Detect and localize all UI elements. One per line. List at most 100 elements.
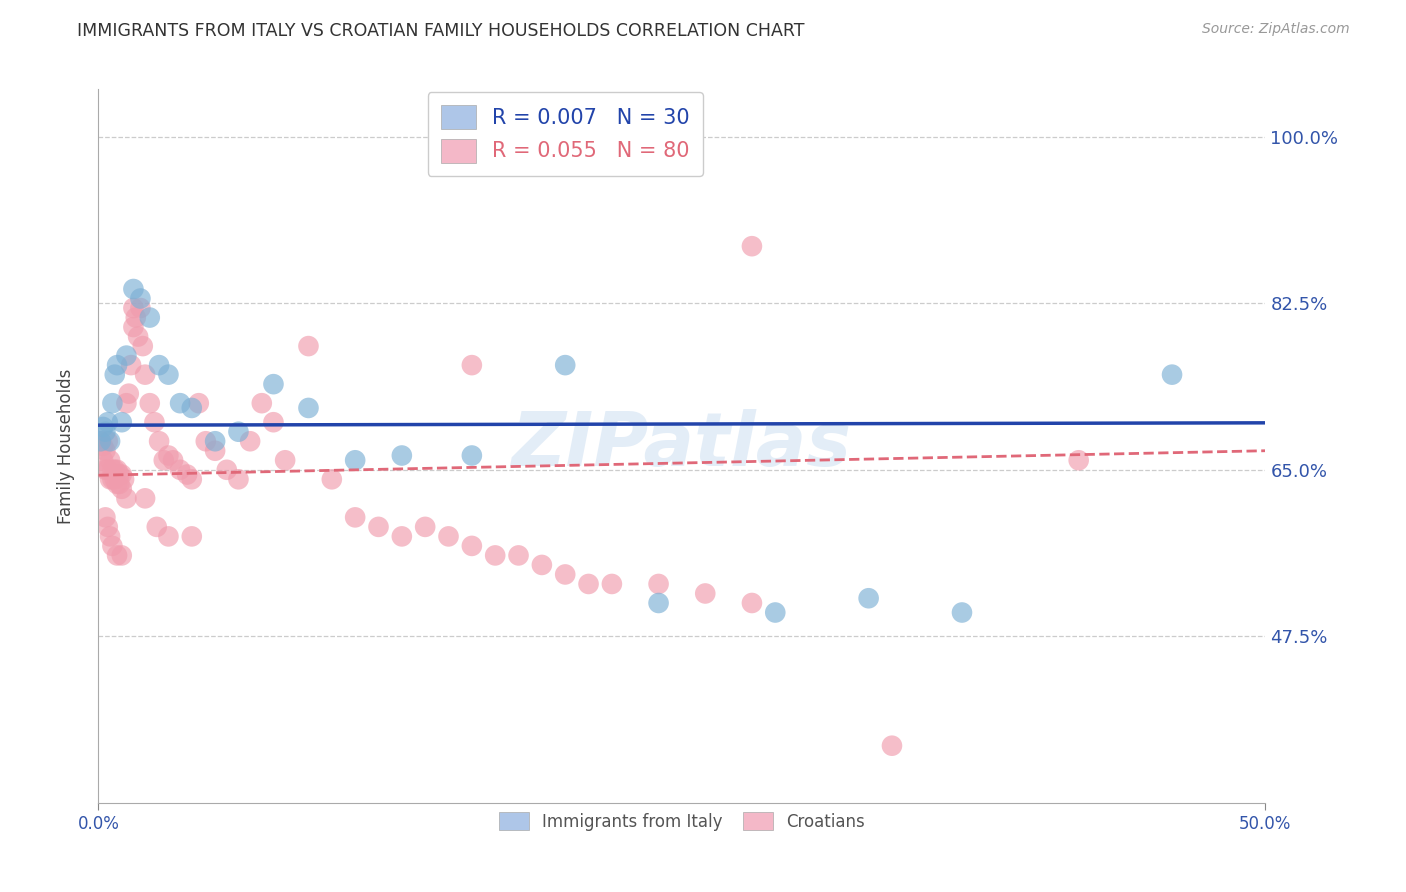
Point xyxy=(250,396,273,410)
Point xyxy=(695,586,717,600)
Point xyxy=(461,449,484,463)
Point xyxy=(169,396,191,410)
Point xyxy=(104,472,127,486)
Point xyxy=(297,401,319,415)
Point xyxy=(461,358,484,372)
Point xyxy=(274,453,297,467)
Point xyxy=(122,320,145,334)
Point xyxy=(180,529,202,543)
Point xyxy=(104,368,127,382)
Point xyxy=(413,520,436,534)
Point xyxy=(157,449,180,463)
Point xyxy=(162,453,184,467)
Point xyxy=(108,477,131,491)
Point xyxy=(950,606,973,620)
Point xyxy=(91,439,114,453)
Point xyxy=(578,577,600,591)
Point xyxy=(101,472,124,486)
Point xyxy=(204,443,226,458)
Point xyxy=(105,463,128,477)
Point xyxy=(115,349,138,363)
Point xyxy=(143,415,166,429)
Text: Source: ZipAtlas.com: Source: ZipAtlas.com xyxy=(1202,22,1350,37)
Point xyxy=(647,596,669,610)
Point xyxy=(97,415,120,429)
Point xyxy=(98,434,121,449)
Point xyxy=(554,567,576,582)
Point xyxy=(157,368,180,382)
Point xyxy=(101,396,124,410)
Point xyxy=(94,443,117,458)
Point xyxy=(239,434,262,449)
Point xyxy=(262,377,284,392)
Point xyxy=(118,386,141,401)
Point xyxy=(647,577,669,591)
Point xyxy=(508,549,530,563)
Point xyxy=(148,358,170,372)
Point xyxy=(111,467,134,482)
Point xyxy=(344,510,367,524)
Point xyxy=(101,539,124,553)
Point xyxy=(600,577,623,591)
Point xyxy=(297,339,319,353)
Point xyxy=(530,558,553,572)
Point xyxy=(90,434,112,449)
Point xyxy=(111,482,134,496)
Point xyxy=(204,434,226,449)
Point xyxy=(91,453,114,467)
Point xyxy=(98,529,121,543)
Point xyxy=(367,520,389,534)
Legend: Immigrants from Italy, Croatians: Immigrants from Italy, Croatians xyxy=(492,805,872,838)
Point xyxy=(176,467,198,482)
Point xyxy=(122,282,145,296)
Point xyxy=(763,606,786,620)
Point xyxy=(122,301,145,315)
Point xyxy=(115,396,138,410)
Point xyxy=(94,463,117,477)
Point xyxy=(1161,368,1184,382)
Point xyxy=(344,453,367,467)
Point xyxy=(108,467,131,482)
Point xyxy=(104,463,127,477)
Point xyxy=(152,453,174,467)
Point xyxy=(321,472,343,486)
Point xyxy=(105,549,128,563)
Point xyxy=(94,510,117,524)
Point xyxy=(741,596,763,610)
Point xyxy=(1067,453,1090,467)
Point xyxy=(111,415,134,429)
Point xyxy=(127,329,149,343)
Point xyxy=(139,310,162,325)
Point xyxy=(134,491,156,506)
Point xyxy=(129,301,152,315)
Point xyxy=(129,292,152,306)
Point xyxy=(194,434,217,449)
Point xyxy=(262,415,284,429)
Point xyxy=(105,477,128,491)
Point xyxy=(228,425,250,439)
Point xyxy=(101,463,124,477)
Point xyxy=(391,449,413,463)
Text: IMMIGRANTS FROM ITALY VS CROATIAN FAMILY HOUSEHOLDS CORRELATION CHART: IMMIGRANTS FROM ITALY VS CROATIAN FAMILY… xyxy=(77,22,804,40)
Point xyxy=(148,434,170,449)
Point xyxy=(97,463,120,477)
Point xyxy=(180,401,202,415)
Point xyxy=(880,739,903,753)
Point xyxy=(134,368,156,382)
Point xyxy=(228,472,250,486)
Point xyxy=(97,434,120,449)
Point xyxy=(215,463,238,477)
Point xyxy=(91,420,114,434)
Point xyxy=(98,453,121,467)
Point xyxy=(741,239,763,253)
Point xyxy=(139,396,162,410)
Point xyxy=(120,358,142,372)
Point xyxy=(484,549,506,563)
Point xyxy=(180,472,202,486)
Point xyxy=(146,520,169,534)
Point xyxy=(98,472,121,486)
Point xyxy=(187,396,209,410)
Point xyxy=(132,339,155,353)
Point xyxy=(111,549,134,563)
Point xyxy=(94,425,117,439)
